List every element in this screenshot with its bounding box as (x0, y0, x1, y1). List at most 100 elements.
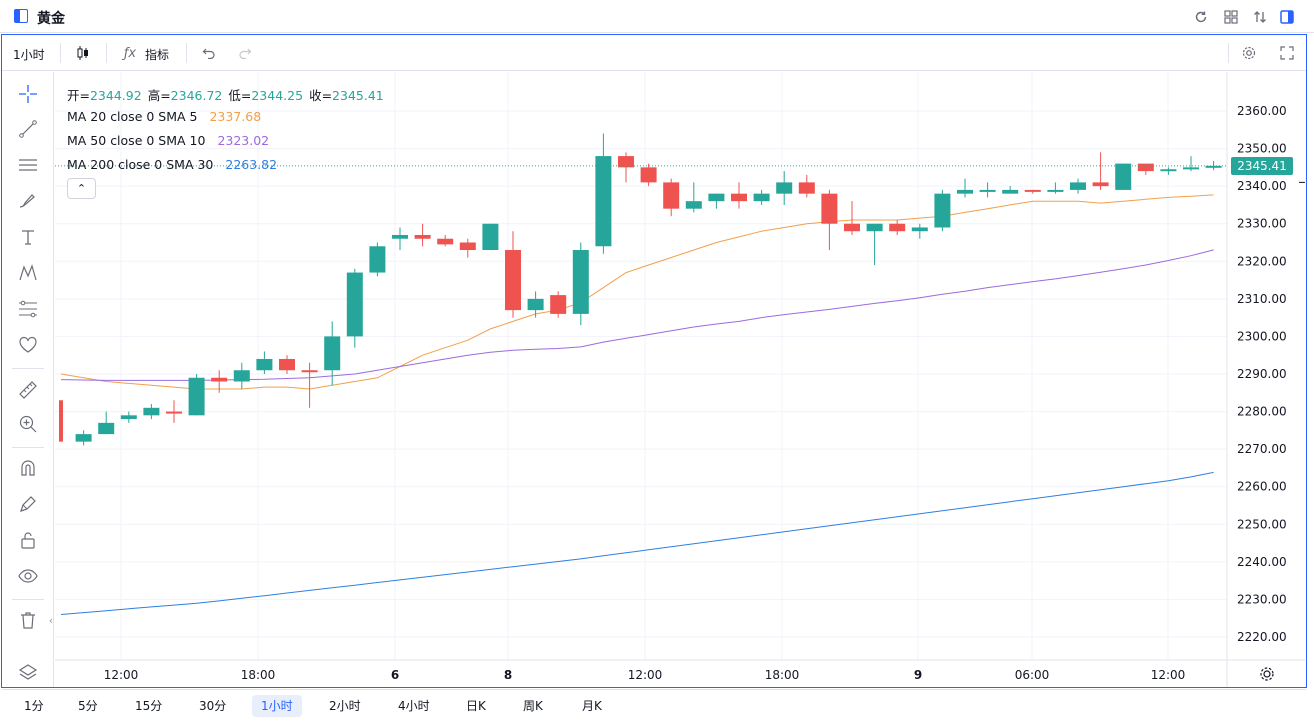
interval-button[interactable]: 30分 (199, 699, 227, 713)
candle-body (572, 250, 589, 314)
candle (550, 291, 567, 318)
candle-body (663, 182, 680, 209)
time-tick-label: 12:00 (628, 668, 663, 682)
candle (527, 291, 544, 318)
candle-body (437, 238, 454, 245)
pattern-tool-icon[interactable] (16, 261, 40, 285)
collapse-toolbar-chevron-icon[interactable]: ‹ (48, 613, 54, 627)
ohlc-value: 2344.25 (251, 88, 304, 103)
price-tick-label: 2310.00 (1237, 292, 1287, 306)
ma-line (60, 249, 1214, 381)
interval-button[interactable]: 1分 (24, 699, 44, 713)
indicators-fx-icon[interactable]: ƒx (123, 45, 137, 61)
candle-body (369, 246, 386, 273)
time-axis[interactable]: 12:00 18:00 6 8 12:00 18:00 9 06:00 12:00 (104, 668, 1186, 682)
price-axis[interactable]: 2360.00 2350.00 2340.00 2330.00 2320.00 2310.… (1237, 104, 1305, 644)
sort-arrows-icon[interactable] (1250, 7, 1270, 27)
interval-button[interactable]: 5分 (78, 699, 98, 713)
legend-collapse-button[interactable]: ⌃ (67, 178, 96, 199)
study-value: 2337.68 (209, 109, 262, 124)
study-label: MA 20 close 0 SMA 5 (67, 109, 198, 124)
interval-selector[interactable]: 1小时 (13, 48, 45, 62)
candle (776, 171, 793, 205)
interval-button[interactable]: 周K (523, 699, 543, 713)
price-tick-label: 2230.00 (1237, 592, 1287, 606)
redo-icon[interactable] (235, 44, 255, 62)
pencil-lock-icon[interactable] (16, 492, 40, 516)
study-label: MA 50 close 0 SMA 10 (67, 133, 206, 148)
candle (1070, 178, 1086, 194)
panel-layout-icon[interactable] (1277, 7, 1297, 27)
sidebar-toggle-icon[interactable] (14, 9, 28, 23)
ruler-icon[interactable] (16, 378, 40, 402)
candle-body (188, 377, 205, 416)
brush-icon[interactable] (16, 189, 40, 213)
candlestick-chart[interactable]: 2360.00 2350.00 2340.00 2330.00 2320.00 2310.… (55, 72, 1305, 687)
candle (1183, 156, 1199, 172)
favorite-heart-icon[interactable] (16, 333, 40, 357)
fullscreen-icon[interactable] (1277, 43, 1297, 63)
text-tool-icon[interactable] (16, 225, 40, 249)
time-tick-label: 12:00 (1151, 668, 1186, 682)
fib-tool-icon[interactable] (16, 297, 40, 321)
study-legend-ma200[interactable]: MA 200 close 0 SMA 30 2263.82 (67, 157, 277, 172)
candle-body (414, 234, 431, 239)
candle (256, 351, 273, 374)
zoom-in-icon[interactable] (16, 412, 40, 436)
price-tick-label: 2280.00 (1237, 405, 1287, 419)
candle (844, 201, 860, 235)
lock-icon[interactable] (16, 528, 40, 552)
price-tick-label: 2250.00 (1237, 517, 1287, 531)
indicators-button[interactable]: 指标 (145, 48, 170, 62)
candle (640, 163, 657, 187)
candle-body (731, 193, 747, 202)
candle (1160, 167, 1177, 175)
time-tick-label: 8 (504, 668, 512, 682)
candle (143, 404, 160, 420)
crosshair-icon[interactable] (16, 82, 40, 106)
interval-button[interactable]: 1小时 (252, 695, 302, 717)
study-label: MA 200 close 0 SMA 30 (67, 157, 214, 172)
interval-button[interactable]: 4小时 (398, 699, 430, 713)
candle-body (685, 201, 702, 209)
drawing-toolbar: ‹ (2, 72, 54, 687)
candlestick-type-icon[interactable] (72, 43, 94, 63)
price-tick-label: 2270.00 (1237, 442, 1287, 456)
candle (166, 400, 182, 423)
candle-body (256, 358, 273, 371)
interval-button[interactable]: 月K (582, 699, 602, 713)
candle (301, 362, 318, 408)
ohlc-value: 2344.92 (89, 88, 142, 103)
settings-gear-icon[interactable] (1239, 43, 1259, 63)
candle (1024, 189, 1041, 194)
trash-icon[interactable] (16, 608, 40, 632)
candle-body (1092, 182, 1109, 187)
candle (685, 182, 702, 213)
candle-body (392, 234, 408, 239)
candle (618, 152, 634, 183)
ohlc-value: 2345.41 (332, 88, 384, 103)
study-legend-ma50[interactable]: MA 50 close 0 SMA 10 2323.02 (67, 133, 269, 148)
interval-button[interactable]: 2小时 (329, 699, 361, 713)
candle-body (1183, 167, 1199, 170)
trend-line-icon[interactable] (16, 117, 40, 141)
axis-settings-gear-icon[interactable] (1260, 667, 1274, 681)
interval-button[interactable]: 15分 (135, 699, 163, 713)
candle-body (1205, 165, 1222, 168)
chart-toolbar: 1小时 ƒx 指标 (2, 35, 1306, 71)
price-tick-label: 2330.00 (1237, 217, 1287, 231)
candle (595, 133, 612, 254)
layers-icon[interactable] (16, 660, 40, 684)
candle (821, 189, 838, 251)
interval-button[interactable]: 日K (466, 699, 486, 713)
magnet-icon[interactable] (16, 456, 40, 480)
eye-icon[interactable] (16, 564, 40, 588)
refresh-icon[interactable] (1191, 7, 1211, 27)
horizontal-lines-icon[interactable] (16, 153, 40, 177)
undo-icon[interactable] (199, 44, 219, 62)
candle (392, 227, 408, 251)
candle (120, 411, 137, 423)
study-legend-ma20[interactable]: MA 20 close 0 SMA 5 2337.68 (67, 109, 261, 124)
grid-layout-icon[interactable] (1221, 7, 1241, 27)
chart-area[interactable]: 2360.00 2350.00 2340.00 2330.00 2320.00 2310.… (55, 72, 1305, 687)
